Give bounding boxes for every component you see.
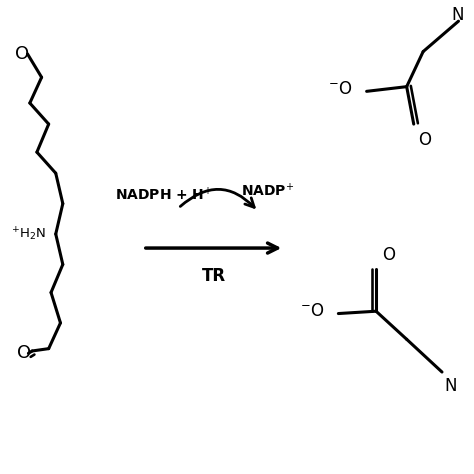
Text: N: N	[451, 6, 464, 24]
Text: TR: TR	[201, 267, 226, 285]
Text: O: O	[17, 344, 31, 362]
Text: O: O	[15, 45, 29, 63]
Text: O: O	[419, 131, 431, 149]
Text: O: O	[382, 246, 395, 264]
Text: $^{-}$O: $^{-}$O	[328, 80, 353, 98]
Text: $^{-}$O: $^{-}$O	[300, 302, 324, 320]
Text: NADP$^{+}$: NADP$^{+}$	[241, 182, 294, 199]
Text: N: N	[444, 377, 457, 395]
Text: NADPH + H$^{+}$: NADPH + H$^{+}$	[115, 186, 213, 204]
Text: $^{+}$H$_{2}$N: $^{+}$H$_{2}$N	[11, 225, 46, 243]
